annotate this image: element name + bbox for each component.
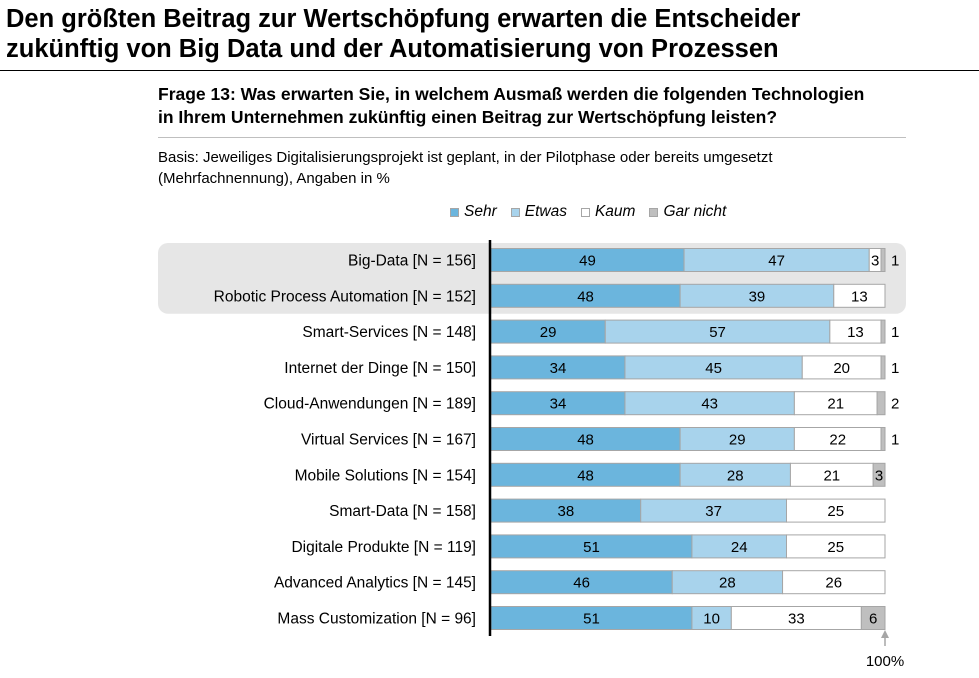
legend-swatch-etwas [510, 207, 520, 217]
bar-digitale-produkte-kaum [786, 534, 886, 559]
data-label-cloud-anwendungen-etwas: 43 [701, 396, 718, 413]
data-label-mobile-solutions-gar-nicht: 3 [875, 467, 883, 484]
data-label-digitale-produkte-etwas: 24 [731, 539, 748, 556]
data-label-advanced-analytics-sehr: 46 [573, 575, 590, 592]
category-label-advanced-analytics: Advanced Analytics [N = 145] [274, 575, 476, 592]
category-label-internet-der-dinge: Internet der Dinge [N = 150] [284, 360, 476, 377]
data-label-big-data-kaum: 3 [871, 253, 879, 270]
data-label-smart-services-etwas: 57 [709, 324, 726, 341]
data-label-robotic-process-automation-kaum: 13 [851, 288, 868, 305]
data-label-smart-services-gar-nicht: 1 [891, 324, 899, 341]
legend-swatch-kaum [580, 207, 590, 217]
question-divider [158, 137, 906, 138]
data-label-mass-customization-etwas: 10 [703, 611, 720, 628]
legend-label-sehr: Sehr [464, 203, 497, 220]
data-label-mass-customization-kaum: 33 [788, 611, 805, 628]
bar-cloud-anwendungen-gar-nicht [876, 391, 886, 416]
data-label-internet-der-dinge-sehr: 34 [550, 360, 567, 377]
data-label-virtual-services-gar-nicht: 1 [891, 432, 899, 449]
data-label-smart-services-kaum: 13 [847, 324, 864, 341]
data-label-cloud-anwendungen-gar-nicht: 2 [891, 396, 899, 413]
bar-smart-services-gar-nicht [880, 319, 886, 344]
data-label-cloud-anwendungen-kaum: 21 [827, 396, 844, 413]
data-label-mobile-solutions-etwas: 28 [727, 467, 744, 484]
data-label-advanced-analytics-etwas: 28 [719, 575, 736, 592]
category-label-mass-customization: Mass Customization [N = 96] [277, 611, 476, 628]
category-label-robotic-process-automation: Robotic Process Automation [N = 152] [214, 288, 476, 305]
bar-smart-data-kaum [786, 498, 886, 523]
legend-item-sehr: Sehr [450, 203, 497, 221]
data-label-smart-data-sehr: 38 [558, 503, 575, 520]
chart-legend: Sehr Etwas Kaum Gar nicht [450, 202, 740, 222]
data-label-advanced-analytics-kaum: 26 [825, 575, 842, 592]
data-label-digitale-produkte-kaum: 25 [827, 539, 844, 556]
legend-item-etwas: Etwas [510, 203, 567, 221]
data-label-virtual-services-etwas: 29 [729, 432, 746, 449]
basis-line-1: Basis: Jeweiliges Digitalisierungsprojek… [158, 149, 773, 166]
category-label-cloud-anwendungen: Cloud-Anwendungen [N = 189] [264, 396, 476, 413]
category-label-virtual-services: Virtual Services [N = 167] [301, 432, 476, 449]
page-title: Den größten Beitrag zur Wertschöpfung er… [6, 4, 974, 64]
data-label-big-data-sehr: 49 [579, 253, 596, 270]
data-label-robotic-process-automation-sehr: 48 [577, 288, 594, 305]
bar-robotic-process-automation-kaum [833, 283, 886, 308]
legend-label-gar-nicht: Gar nicht [663, 203, 727, 220]
end-marker-label: 100% [866, 653, 904, 670]
question-text: Frage 13: Was erwarten Sie, in welchem A… [158, 83, 973, 129]
legend-swatch-sehr [450, 207, 459, 217]
page-title-line-2: zukünftig von Big Data und der Automatis… [6, 35, 779, 63]
title-divider [0, 70, 979, 71]
category-label-digitale-produkte: Digitale Produkte [N = 119] [291, 539, 476, 556]
data-label-mobile-solutions-sehr: 48 [577, 467, 594, 484]
bar-advanced-analytics-kaum [782, 570, 886, 595]
data-label-big-data-etwas: 47 [768, 253, 785, 270]
bar-mass-customization-gar-nicht [860, 606, 886, 630]
question-line-2: in Ihrem Unternehmen zukünftig einen Bei… [158, 107, 778, 127]
data-label-smart-data-kaum: 25 [827, 503, 844, 520]
data-label-digitale-produkte-sehr: 51 [583, 539, 600, 556]
page-title-line-1: Den größten Beitrag zur Wertschöpfung er… [6, 5, 801, 33]
data-label-big-data-gar-nicht: 1 [891, 253, 899, 270]
legend-swatch-gar-nicht [649, 207, 659, 217]
legend-label-etwas: Etwas [524, 203, 567, 220]
bar-mobile-solutions-gar-nicht [872, 462, 886, 487]
basis-line-2: (Mehrfachnennung), Angaben in % [158, 170, 390, 187]
category-label-smart-data: Smart-Data [N = 158] [329, 503, 476, 520]
bar-internet-der-dinge-gar-nicht [880, 355, 886, 380]
end-marker-arrow-icon [881, 630, 889, 638]
legend-item-gar-nicht: Gar nicht [649, 203, 726, 221]
bar-virtual-services-gar-nicht [880, 427, 886, 451]
category-label-big-data: Big-Data [N = 156] [348, 253, 476, 270]
legend-label-kaum: Kaum [594, 203, 636, 220]
question-line-1: Frage 13: Was erwarten Sie, in welchem A… [158, 84, 865, 104]
data-label-internet-der-dinge-etwas: 45 [705, 360, 722, 377]
data-label-smart-data-etwas: 37 [705, 503, 722, 520]
bar-big-data-gar-nicht [880, 248, 886, 272]
category-label-smart-services: Smart-Services [N = 148] [302, 324, 476, 341]
category-label-mobile-solutions: Mobile Solutions [N = 154] [295, 467, 476, 484]
basis-note: Basis: Jeweiliges Digitalisierungsprojek… [158, 147, 918, 189]
data-label-robotic-process-automation-etwas: 39 [749, 288, 766, 305]
data-label-internet-der-dinge-gar-nicht: 1 [891, 360, 899, 377]
data-label-mobile-solutions-kaum: 21 [823, 467, 840, 484]
data-label-virtual-services-kaum: 22 [829, 432, 846, 449]
data-label-cloud-anwendungen-sehr: 34 [550, 396, 567, 413]
legend-item-kaum: Kaum [580, 203, 636, 221]
data-label-virtual-services-sehr: 48 [577, 432, 594, 449]
data-label-internet-der-dinge-kaum: 20 [833, 360, 850, 377]
data-label-smart-services-sehr: 29 [540, 324, 557, 341]
data-label-mass-customization-sehr: 51 [583, 611, 600, 628]
data-label-mass-customization-gar-nicht: 6 [869, 611, 877, 628]
